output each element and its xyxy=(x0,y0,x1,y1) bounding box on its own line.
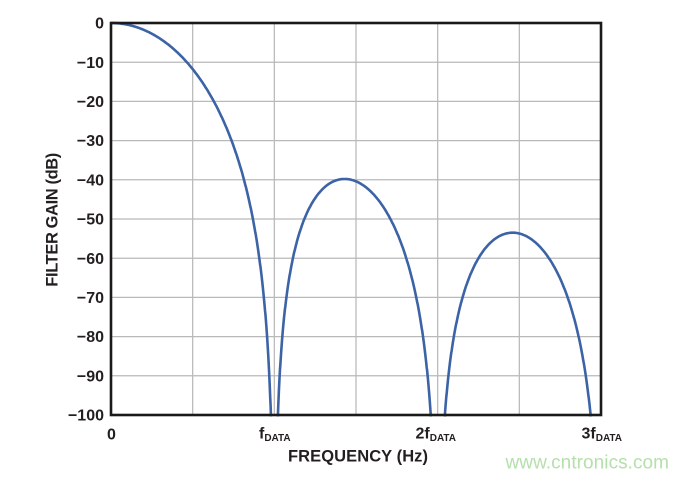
svg-text:0: 0 xyxy=(95,16,104,33)
svg-text:−60: −60 xyxy=(77,251,104,268)
svg-text:−10: −10 xyxy=(77,55,104,72)
svg-text:−30: −30 xyxy=(77,133,104,150)
svg-text:−70: −70 xyxy=(77,290,104,307)
svg-text:0: 0 xyxy=(107,427,116,444)
svg-text:FREQUENCY (Hz): FREQUENCY (Hz) xyxy=(288,448,428,466)
svg-text:−40: −40 xyxy=(77,172,104,189)
svg-text:−80: −80 xyxy=(77,329,104,346)
svg-text:−90: −90 xyxy=(77,368,104,385)
svg-text:www.cntronics.com: www.cntronics.com xyxy=(505,453,670,474)
svg-text:−50: −50 xyxy=(77,212,104,229)
svg-text:−100: −100 xyxy=(68,408,104,425)
svg-text:−20: −20 xyxy=(77,94,104,111)
svg-text:FILTER GAIN (dB): FILTER GAIN (dB) xyxy=(44,153,62,287)
